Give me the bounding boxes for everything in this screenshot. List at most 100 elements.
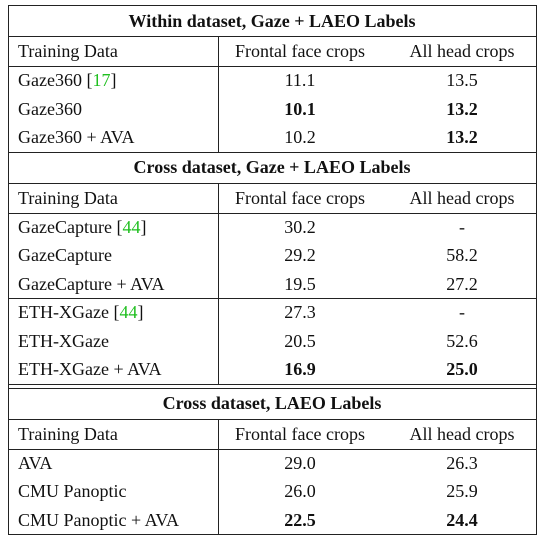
citation[interactable]: 44 (122, 216, 141, 237)
rule (8, 151, 536, 153)
cell: Gaze360 + AVA (18, 127, 134, 147)
rule (536, 151, 537, 385)
cell: 58.2 (446, 245, 478, 265)
rule (8, 36, 536, 37)
cell-text: 58.2 (446, 245, 478, 266)
cell-text: 19.5 (284, 273, 316, 294)
rule (8, 534, 536, 535)
cell: 30.2 (284, 217, 316, 237)
cell-text: CMU Panoptic + AVA (18, 509, 180, 530)
cell-text: 27.3 (284, 302, 316, 323)
section-title: Within dataset, Gaze + LAEO Labels (128, 10, 416, 31)
cell-text: ETH-XGaze [ (18, 302, 120, 323)
rule (8, 66, 536, 67)
cell: - (459, 217, 465, 237)
cell-text: GazeCapture [ (18, 216, 123, 237)
cell-text: AVA (18, 452, 53, 473)
cell-text: - (459, 302, 465, 323)
rule (8, 151, 9, 385)
cell: GazeCapture + AVA (18, 274, 164, 294)
column-header: All head crops (409, 187, 515, 208)
cell-text: GazeCapture (18, 245, 112, 266)
rule (218, 36, 219, 152)
cell-text: 30.2 (284, 216, 316, 237)
cell-text: 16.9 (284, 359, 316, 380)
rule (8, 387, 536, 389)
cell-text: GazeCapture + AVA (18, 273, 165, 294)
cell-text: CMU Panoptic (18, 481, 127, 502)
cell-text: Gaze360 + AVA (18, 127, 135, 148)
rule (8, 298, 536, 299)
cell-text: 52.6 (446, 330, 478, 351)
cell-text: 13.2 (446, 98, 478, 119)
rule (8, 418, 536, 420)
citation[interactable]: 44 (119, 302, 138, 323)
cell-text: 22.5 (284, 509, 316, 530)
cell: 24.4 (446, 510, 478, 530)
cell-text: ETH-XGaze + AVA (18, 359, 162, 380)
cell: 29.0 (284, 453, 316, 473)
cell: 26.0 (284, 481, 316, 501)
cell-text: ] (137, 302, 144, 323)
cell: 25.9 (446, 481, 478, 501)
rule (8, 5, 536, 6)
cell: - (459, 302, 465, 322)
rule (536, 383, 537, 535)
rule (8, 5, 9, 153)
rule (218, 182, 219, 384)
column-header: All head crops (409, 41, 515, 61)
cell-text: 20.5 (284, 330, 316, 351)
citation[interactable]: 17 (92, 70, 111, 91)
column-header: Training Data (18, 423, 118, 444)
cell-text: Gaze360 [ (18, 70, 93, 91)
cell: AVA (18, 453, 52, 473)
rule (218, 418, 219, 534)
cell-text: 29.0 (284, 452, 316, 473)
rule (8, 448, 536, 450)
section-title: Cross dataset, LAEO Labels (162, 393, 382, 413)
cell: 22.5 (284, 510, 316, 530)
cell-text: 13.2 (446, 127, 478, 148)
cell: 13.2 (446, 127, 478, 147)
column-header: Training Data (18, 41, 118, 61)
cell: 16.9 (284, 359, 316, 379)
cell: Gaze360 [17] (18, 70, 116, 90)
rule (8, 212, 536, 214)
cell: 11.1 (285, 70, 316, 90)
cell-text: 25.0 (446, 359, 478, 380)
cell: 19.5 (284, 274, 316, 294)
rule (8, 383, 536, 385)
cell: 25.0 (446, 359, 478, 379)
cell-text: - (459, 216, 465, 237)
cell: 13.5 (446, 70, 478, 90)
cell: 29.2 (284, 245, 316, 265)
cell-text: 10.2 (284, 127, 316, 148)
cell-text: ETH-XGaze (18, 330, 109, 351)
cell: 20.5 (284, 331, 316, 351)
cell-text: ] (140, 216, 147, 237)
cell-text: 13.5 (446, 70, 478, 91)
cell: CMU Panoptic + AVA (18, 510, 179, 530)
cell: Gaze360 (18, 99, 82, 119)
cell-text: ] (110, 70, 117, 91)
cell-text: 29.2 (284, 245, 316, 266)
rule (8, 383, 9, 535)
rule (536, 5, 537, 153)
cell: 10.2 (284, 127, 316, 147)
cell: GazeCapture (18, 245, 112, 265)
cell: CMU Panoptic (18, 481, 127, 501)
cell: ETH-XGaze + AVA (18, 359, 161, 379)
column-header: Frontal face crops (235, 187, 365, 208)
cell: ETH-XGaze [44] (18, 302, 143, 322)
cell-text: 10.1 (284, 98, 316, 119)
cell: GazeCapture [44] (18, 217, 146, 237)
cell-text: 11.1 (284, 70, 316, 91)
cell: 26.3 (446, 453, 478, 473)
cell-text: 27.2 (446, 273, 478, 294)
cell-text: 26.3 (446, 452, 478, 473)
cell: 13.2 (446, 99, 478, 119)
cell-text: 25.9 (446, 481, 478, 502)
cell: ETH-XGaze (18, 331, 109, 351)
cell-text: Gaze360 (18, 98, 82, 119)
